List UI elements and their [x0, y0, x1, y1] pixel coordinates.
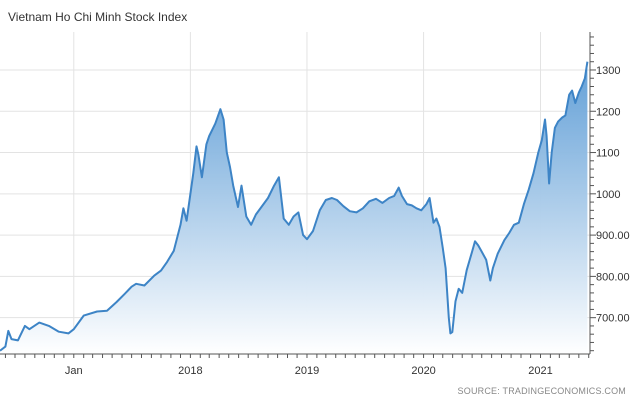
y-tick-label: 1000 [596, 189, 620, 201]
x-tick-label: 2019 [295, 365, 319, 377]
y-tick-label: 700.00 [596, 313, 630, 325]
y-tick-label: 1200 [596, 106, 620, 118]
x-tick-label: 2021 [528, 365, 552, 377]
series-line [0, 61, 589, 352]
y-tick-label: 900.00 [596, 230, 630, 242]
y-tick-label: 1100 [596, 148, 620, 160]
x-tick-label: 2018 [178, 365, 202, 377]
x-tick-label: 2020 [411, 365, 435, 377]
series-area-fill [0, 61, 588, 354]
y-tick-label: 1300 [596, 65, 620, 77]
x-tick-label: Jan [65, 365, 83, 377]
chart-title: Vietnam Ho Chi Minh Stock Index [8, 10, 188, 24]
y-tick-label: 800.00 [596, 271, 630, 283]
source-label: SOURCE: TRADINGECONOMICS.COM [457, 386, 626, 396]
